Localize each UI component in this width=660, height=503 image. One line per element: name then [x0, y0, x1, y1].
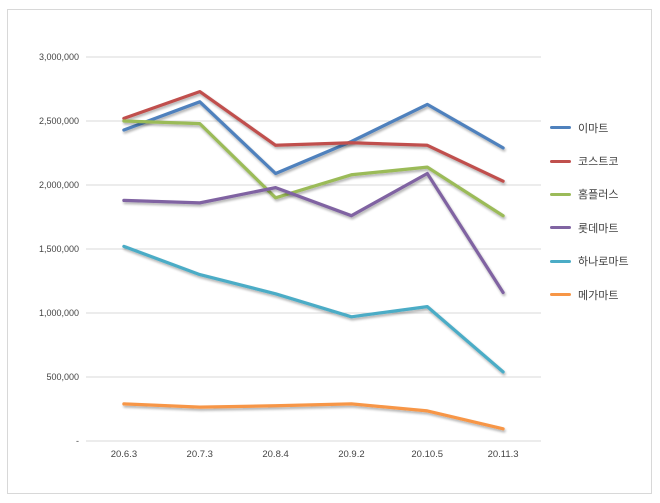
legend-swatch-homeplus [550, 192, 571, 196]
y-tick-label: - [76, 436, 79, 446]
legend-item-homeplus: 홈플러스 [550, 178, 629, 211]
legend-item-costco: 코스트코 [550, 144, 629, 177]
legend-swatch-lottemart [550, 226, 571, 230]
x-tick-label: 20.9.2 [338, 449, 364, 460]
series-line-costco [122, 89, 505, 183]
legend-swatch-hanaromart [550, 259, 571, 263]
x-tick-label: 20.8.4 [262, 449, 288, 460]
legend-swatch-emart [550, 126, 571, 130]
y-tick-label: 3,000,000 [39, 52, 79, 62]
legend-label-hanaromart: 하나로마트 [578, 256, 629, 269]
y-axis: - 500,000 1,000,000 1,500,000 2,000,000 2,500… [39, 52, 79, 446]
x-tick-label: 20.6.3 [111, 449, 137, 460]
x-tick-label: 20.7.3 [187, 449, 213, 460]
y-tick-label: 2,500,000 [39, 116, 79, 126]
x-tick-label: 20.11.3 [488, 449, 519, 460]
legend-swatch-costco [550, 159, 571, 163]
legend-swatch-megamart [550, 293, 571, 297]
chart-frame [7, 9, 652, 494]
legend-label-emart: 이마트 [578, 122, 609, 135]
y-tick-label: 2,000,000 [39, 180, 79, 190]
y-tick-label: 500,000 [46, 372, 79, 382]
legend-label-megamart: 메가마트 [578, 289, 619, 302]
legend-item-lottemart: 롯데마트 [550, 211, 629, 244]
series-line-lottemart [122, 171, 505, 295]
legend-label-costco: 코스트코 [578, 156, 619, 169]
plot-area [122, 89, 505, 431]
legend-label-homeplus: 홈플러스 [578, 189, 619, 202]
y-tick-label: 1,500,000 [39, 244, 79, 254]
legend-item-hanaromart: 하나로마트 [550, 245, 629, 278]
x-axis: 20.6.3 20.7.3 20.8.4 20.9.2 20.10.5 20.11.3 [111, 449, 519, 460]
legend-label-lottemart: 롯데마트 [578, 222, 619, 235]
series-line-hanaromart [122, 244, 505, 374]
y-tick-label: 1,000,000 [39, 308, 79, 318]
series-line-emart [122, 100, 505, 176]
x-tick-label: 20.10.5 [411, 449, 443, 460]
series-line-homeplus [122, 119, 505, 218]
series-line-megamart [122, 402, 505, 431]
legend-item-emart: 이마트 [550, 111, 629, 144]
legend-item-megamart: 메가마트 [550, 278, 629, 311]
gridlines [86, 56, 541, 442]
